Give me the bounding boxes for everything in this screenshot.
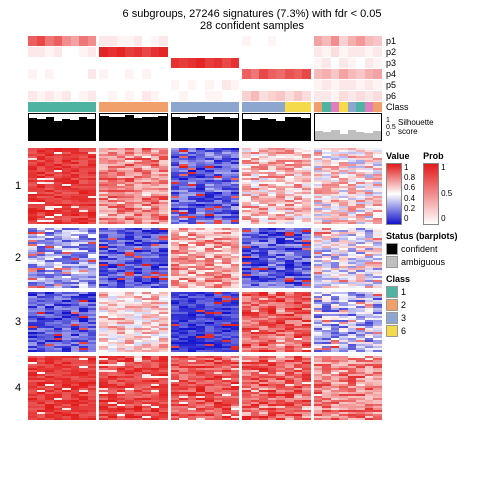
class-legend-3: 3 bbox=[386, 312, 496, 324]
class-track-label: Class bbox=[386, 102, 496, 112]
prob-label-p5: p5 bbox=[386, 80, 496, 90]
row-group-4: 4 bbox=[8, 356, 28, 420]
row-group-1: 1 bbox=[8, 148, 28, 224]
class-legend-title: Class bbox=[386, 274, 496, 284]
prob-track-p5 bbox=[28, 80, 382, 90]
silhouette-label: Silhouettescore bbox=[398, 118, 434, 136]
value-colorbar bbox=[386, 163, 402, 225]
prob-track-p1 bbox=[28, 36, 382, 46]
class-legend-1: 1 bbox=[386, 286, 496, 298]
prob-label-p2: p2 bbox=[386, 47, 496, 57]
class-track bbox=[28, 102, 382, 112]
prob-label-p1: p1 bbox=[386, 36, 496, 46]
prob-colorbar bbox=[423, 163, 439, 225]
status-legend-ambiguous: ambiguous bbox=[386, 256, 496, 268]
prob-track-p4 bbox=[28, 69, 382, 79]
row-group-3: 3 bbox=[8, 292, 28, 352]
chart-title: 6 subgroups, 27246 signatures (7.3%) wit… bbox=[8, 8, 496, 32]
prob-track-p6 bbox=[28, 91, 382, 101]
heatmap bbox=[28, 148, 382, 420]
row-group-2: 2 bbox=[8, 228, 28, 288]
title-line1: 6 subgroups, 27246 signatures (7.3%) wit… bbox=[8, 8, 496, 20]
value-legend-title: Value bbox=[386, 151, 415, 161]
silhouette-track bbox=[28, 113, 382, 141]
prob-label-p4: p4 bbox=[386, 69, 496, 79]
prob-label-p6: p6 bbox=[386, 91, 496, 101]
status-legend-title: Status (barplots) bbox=[386, 231, 496, 241]
title-line2: 28 confident samples bbox=[8, 20, 496, 32]
prob-label-p3: p3 bbox=[386, 58, 496, 68]
status-legend-confident: confident bbox=[386, 243, 496, 255]
prob-track-p3 bbox=[28, 58, 382, 68]
prob-track-p2 bbox=[28, 47, 382, 57]
class-legend-2: 2 bbox=[386, 299, 496, 311]
prob-legend-title: Prob bbox=[423, 151, 452, 161]
class-legend-6: 6 bbox=[386, 325, 496, 337]
